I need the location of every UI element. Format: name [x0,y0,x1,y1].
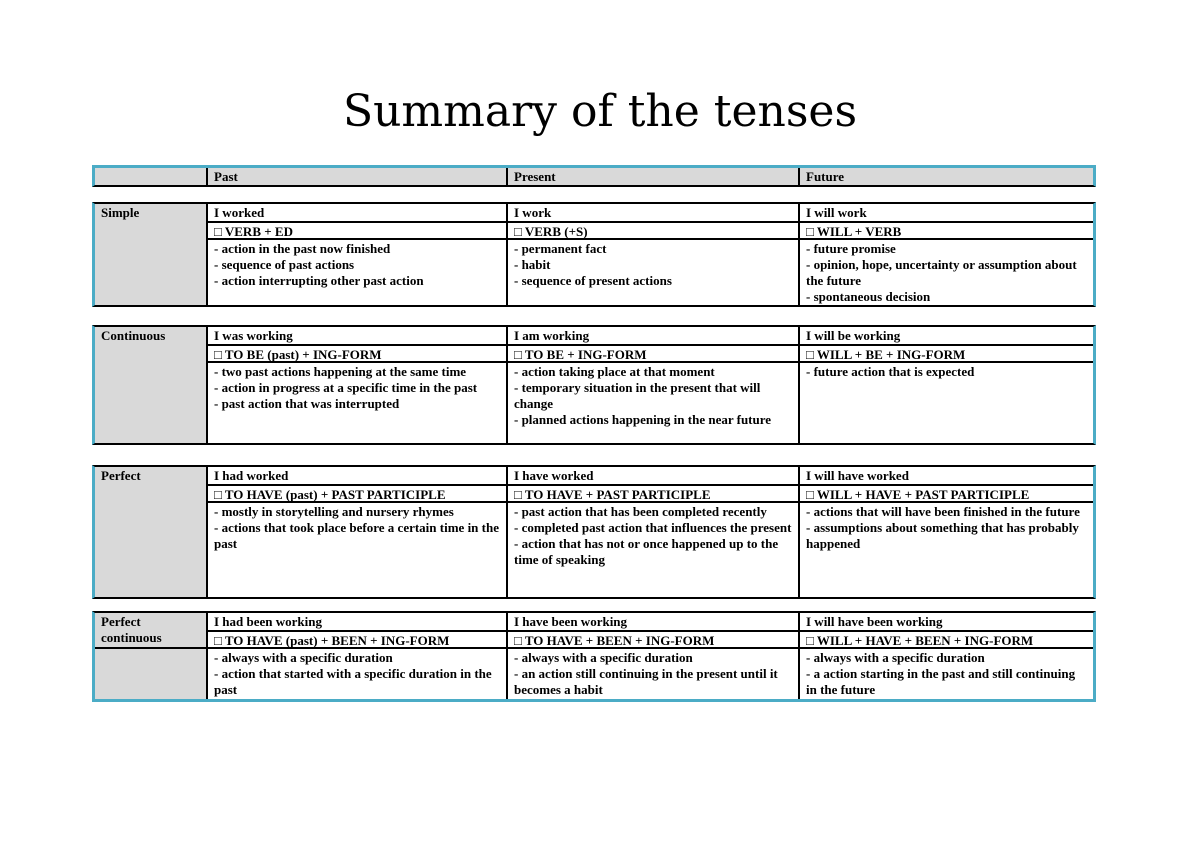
usage-note: - permanent fact [514,241,607,256]
row-label-simple: Simple [95,204,206,305]
usage-note: - actions that took place before a certa… [214,520,499,551]
usage-note: - a action starting in the past and stil… [806,666,1076,697]
uses-perfect-continuous-past: - always with a specific duration - acti… [206,647,506,699]
example-perfect-past: I had worked [206,467,506,484]
usage-note: - assumptions about something that has p… [806,520,1079,551]
usage-note: - sequence of present actions [514,273,672,288]
formula-perfect-continuous-past: □ TO HAVE (past) + BEEN + ING-FORM [206,630,506,647]
document-title: Summary of the tenses [342,86,858,137]
usage-note: - planned actions happening in the near … [514,412,772,427]
formula-continuous-future: □ WILL + BE + ING-FORM [798,344,1093,361]
usage-note: - spontaneous decision [806,289,931,304]
row-label-perfect: Perfect [95,467,206,597]
row-label-continuous: Continuous [95,327,206,443]
example-continuous-future: I will be working [798,327,1093,344]
usage-note: - an action still continuing in the pres… [514,666,778,697]
tense-row-perfect-continuous: Perfect continuous I had been working □ … [92,611,1096,702]
tense-row-simple: Simple I worked □ VERB + ED - action in … [92,202,1096,307]
formula-perfect-future: □ WILL + HAVE + PAST PARTICIPLE [798,484,1093,501]
formula-perfect-continuous-future: □ WILL + HAVE + BEEN + ING-FORM [798,630,1093,647]
uses-perfect-present: - past action that has been completed re… [506,501,798,597]
example-continuous-present: I am working [506,327,798,344]
formula-perfect-past: □ TO HAVE (past) + PAST PARTICIPLE [206,484,506,501]
example-continuous-past: I was working [206,327,506,344]
usage-note: - action that has not or once happened u… [514,536,779,567]
example-perfect-continuous-future: I will have been working [798,613,1093,630]
header-cell-past: Past [206,168,506,185]
usage-note: - completed past action that influences … [514,520,792,535]
example-perfect-future: I will have worked [798,467,1093,484]
uses-perfect-past: - mostly in storytelling and nursery rhy… [206,501,506,597]
usage-note: - action in progress at a specific time … [214,380,478,395]
example-simple-future: I will work [798,204,1093,221]
usage-note: - habit [514,257,551,272]
row-label-perfect-continuous-spacer [95,647,206,699]
usage-note: - always with a specific duration [806,650,985,665]
usage-note: - mostly in storytelling and nursery rhy… [214,504,454,519]
usage-note: - action taking place at that moment [514,364,715,379]
formula-simple-future: □ WILL + VERB [798,221,1093,238]
tense-row-continuous: Continuous I was working □ TO BE (past) … [92,325,1096,445]
usage-note: - action that started with a specific du… [214,666,492,697]
uses-continuous-future: - future action that is expected [798,361,1093,443]
example-perfect-continuous-past: I had been working [206,613,506,630]
uses-continuous-past: - two past actions happening at the same… [206,361,506,443]
usage-note: - always with a specific duration [214,650,393,665]
usage-note: - opinion, hope, uncertainty or assumpti… [806,257,1077,288]
usage-note: - past action that has been completed re… [514,504,767,519]
formula-simple-present: □ VERB (+S) [506,221,798,238]
usage-note: - future action that is expected [806,364,975,379]
usage-note: - actions that will have been finished i… [806,504,1080,519]
formula-continuous-past: □ TO BE (past) + ING-FORM [206,344,506,361]
tenses-table: Past Present Future Simple I worked □ VE… [92,165,1096,702]
usage-note: - action in the past now finished [214,241,391,256]
formula-perfect-present: □ TO HAVE + PAST PARTICIPLE [506,484,798,501]
uses-simple-past: - action in the past now finished - sequ… [206,238,506,305]
usage-note: - past action that was interrupted [214,396,400,411]
usage-note: - two past actions happening at the same… [214,364,467,379]
uses-continuous-present: - action taking place at that moment - t… [506,361,798,443]
uses-perfect-future: - actions that will have been finished i… [798,501,1093,597]
usage-note: - sequence of past actions [214,257,355,272]
example-simple-past: I worked [206,204,506,221]
uses-simple-future: - future promise - opinion, hope, uncert… [798,238,1093,305]
table-header-row: Past Present Future [92,165,1096,187]
formula-simple-past: □ VERB + ED [206,221,506,238]
header-cell-present: Present [506,168,798,185]
header-cell-future: Future [798,168,1093,185]
example-simple-present: I work [506,204,798,221]
header-cell-empty [95,168,206,185]
usage-note: - always with a specific duration [514,650,693,665]
example-perfect-present: I have worked [506,467,798,484]
tense-row-perfect: Perfect I had worked □ TO HAVE (past) + … [92,465,1096,599]
usage-note: - action interrupting other past action [214,273,424,288]
example-perfect-continuous-present: I have been working [506,613,798,630]
usage-note: - temporary situation in the present tha… [514,380,761,411]
uses-simple-present: - permanent fact - habit - sequence of p… [506,238,798,305]
uses-perfect-continuous-future: - always with a specific duration - a ac… [798,647,1093,699]
usage-note: - future promise [806,241,896,256]
formula-perfect-continuous-present: □ TO HAVE + BEEN + ING-FORM [506,630,798,647]
row-label-perfect-continuous: Perfect continuous [95,613,206,647]
uses-perfect-continuous-present: - always with a specific duration - an a… [506,647,798,699]
formula-continuous-present: □ TO BE + ING-FORM [506,344,798,361]
